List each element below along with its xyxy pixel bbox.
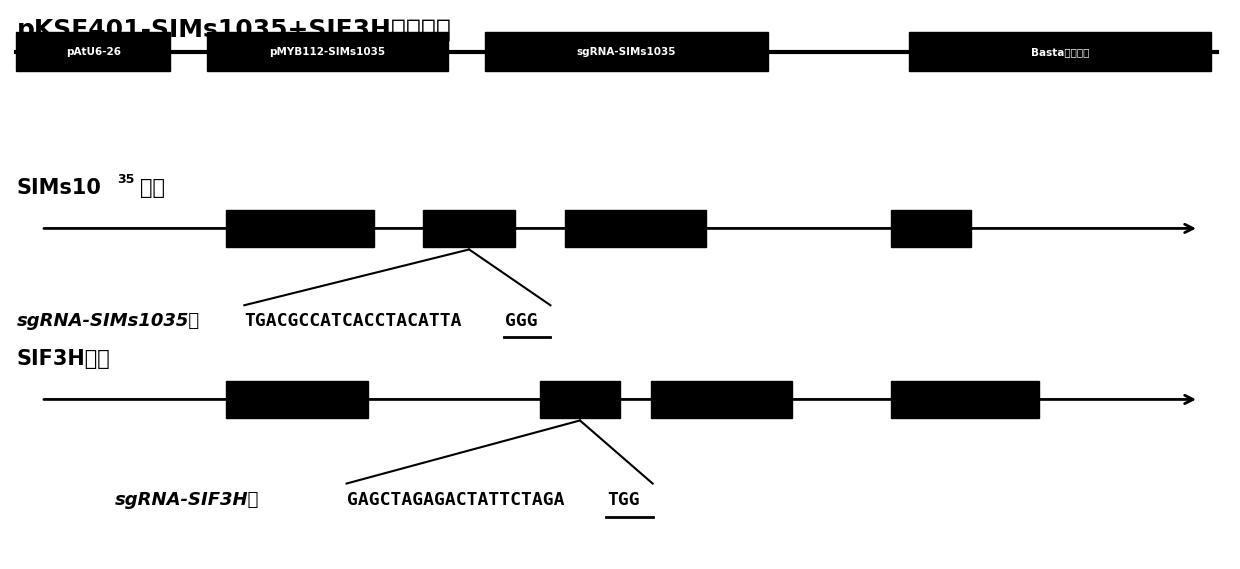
- Bar: [207, 32, 448, 72]
- Text: pAtU6-26: pAtU6-26: [66, 47, 122, 57]
- Text: sgRNA-SIMs1035: sgRNA-SIMs1035: [577, 47, 676, 57]
- Text: 基因: 基因: [140, 178, 165, 197]
- Text: sgRNA-SIF3H：: sgRNA-SIF3H：: [115, 492, 259, 509]
- Text: TGACGCCATCACCTACATTA: TGACGCCATCACCTACATTA: [244, 312, 461, 330]
- Bar: [892, 210, 971, 246]
- Bar: [485, 32, 768, 72]
- Text: Basta抗性基因: Basta抗性基因: [1032, 47, 1090, 57]
- Bar: [423, 210, 516, 246]
- Text: GGG: GGG: [506, 312, 538, 330]
- Bar: [651, 381, 792, 418]
- Bar: [564, 210, 707, 246]
- Text: 35: 35: [118, 174, 135, 187]
- Text: pKSE401-SIMs1035+SIF3H主要构建: pKSE401-SIMs1035+SIF3H主要构建: [16, 18, 451, 42]
- Bar: [16, 32, 170, 72]
- Bar: [226, 210, 373, 246]
- Bar: [539, 381, 620, 418]
- Bar: [909, 32, 1211, 72]
- Text: sgRNA-SIMs1035：: sgRNA-SIMs1035：: [16, 312, 200, 330]
- Text: SIF3H基因: SIF3H基因: [16, 349, 110, 369]
- Text: SIMs10: SIMs10: [16, 178, 102, 197]
- Text: TGG: TGG: [608, 492, 640, 509]
- Bar: [892, 381, 1039, 418]
- Text: pMYB112-SIMs1035: pMYB112-SIMs1035: [269, 47, 386, 57]
- Text: GAGCTAGAGACTATTCTAGA: GAGCTAGAGACTATTCTAGA: [346, 492, 564, 509]
- Bar: [226, 381, 367, 418]
